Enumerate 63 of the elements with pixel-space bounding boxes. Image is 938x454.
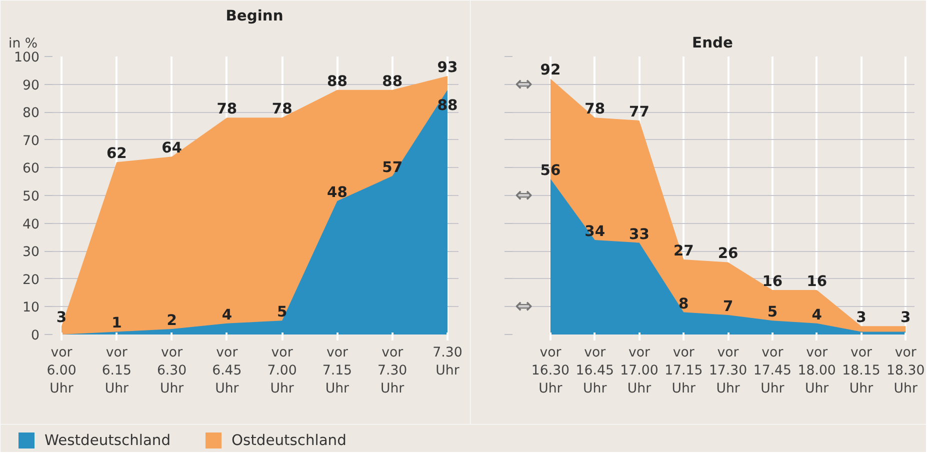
x-tick-label: vor 16.30 Uhr — [531, 346, 570, 396]
x-tick-label: vor 18.30 Uhr — [886, 346, 925, 396]
x-tick-label: vor 16.45 Uhr — [576, 346, 614, 396]
y-tick-label: 80 — [22, 106, 40, 122]
y-tick-label: 50 — [22, 190, 40, 204]
x-tick-label: vor 7.30 Uhr — [378, 346, 408, 396]
x-tick-label: vor 7.15 Uhr — [322, 346, 352, 396]
data-label: 77 — [629, 103, 650, 120]
annotation: ⇔ — [514, 294, 533, 320]
data-label: 7 — [722, 298, 734, 316]
annotation: ⇔ — [514, 183, 533, 208]
data-label: 26 — [718, 245, 738, 262]
data-label: 16 — [806, 273, 828, 290]
annotation: ⇔ — [514, 72, 533, 97]
data-label: 5 — [276, 304, 288, 321]
data-label: 78 — [584, 100, 606, 118]
x-tick-label: 7.30 Uhr — [432, 346, 462, 378]
data-label: 93 — [437, 58, 458, 76]
data-label: 48 — [327, 184, 348, 202]
x-tick-label: vor 6.45 Uhr — [212, 346, 242, 396]
y-tick-label: 100 — [14, 50, 40, 66]
data-label: 64 — [162, 140, 182, 157]
x-tick-label: vor 17.15 Uhr — [664, 346, 703, 396]
data-label: 2 — [166, 312, 177, 329]
data-label: 92 — [540, 62, 561, 79]
y-tick-label: 70 — [22, 134, 40, 149]
y-tick-label: 60 — [22, 162, 40, 177]
y-tick-label: 30 — [22, 245, 40, 260]
chart-title: Beginn — [226, 8, 284, 24]
data-label: 8 — [678, 295, 689, 312]
x-tick-label: vor 17.00 Uhr — [620, 346, 658, 396]
data-label: 1 — [112, 314, 122, 332]
legend-label: Ostdeutschland — [232, 432, 346, 449]
y-tick-label: 90 — [22, 78, 40, 94]
data-label: 4 — [222, 306, 232, 324]
data-label: 78 — [216, 100, 238, 118]
data-label: 3 — [56, 309, 67, 326]
legend-label: Westdeutschland — [44, 432, 171, 449]
data-label: 33 — [629, 226, 650, 243]
y-tick-label: 40 — [22, 217, 40, 232]
x-tick-label: vor 18.00 Uhr — [798, 346, 836, 396]
data-label: 62 — [106, 145, 127, 162]
data-label: 3 — [900, 309, 911, 326]
data-label: 78 — [272, 100, 292, 118]
data-label: 16 — [762, 273, 783, 290]
data-label: 4 — [812, 306, 822, 324]
chart-title: Ende — [692, 34, 733, 52]
x-tick-label: vor 17.30 Uhr — [708, 346, 748, 396]
data-label: 88 — [382, 72, 403, 90]
data-label: 5 — [767, 304, 778, 321]
x-tick-label: vor 18.15 Uhr — [842, 346, 880, 396]
y-axis-title: in % — [8, 36, 38, 52]
y-tick-label: 0 — [31, 328, 40, 344]
data-label: 88 — [327, 72, 348, 90]
y-tick-label: 20 — [22, 272, 40, 288]
x-tick-label: vor 6.00 Uhr — [46, 346, 76, 396]
x-tick-label: vor 6.15 Uhr — [102, 346, 132, 396]
x-tick-label: vor 17.45 Uhr — [753, 346, 792, 396]
x-tick-label: vor 7.00 Uhr — [267, 346, 297, 396]
data-label: 56 — [540, 162, 561, 179]
x-tick-label: vor 6.30 Uhr — [156, 346, 187, 396]
data-label: 3 — [856, 309, 866, 326]
y-tick-label: 10 — [22, 300, 40, 316]
